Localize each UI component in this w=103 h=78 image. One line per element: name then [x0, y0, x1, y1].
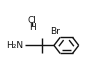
- Text: Br: Br: [50, 27, 60, 36]
- Text: H₂N: H₂N: [6, 41, 23, 50]
- Text: H: H: [29, 23, 35, 32]
- Text: Cl: Cl: [28, 16, 36, 25]
